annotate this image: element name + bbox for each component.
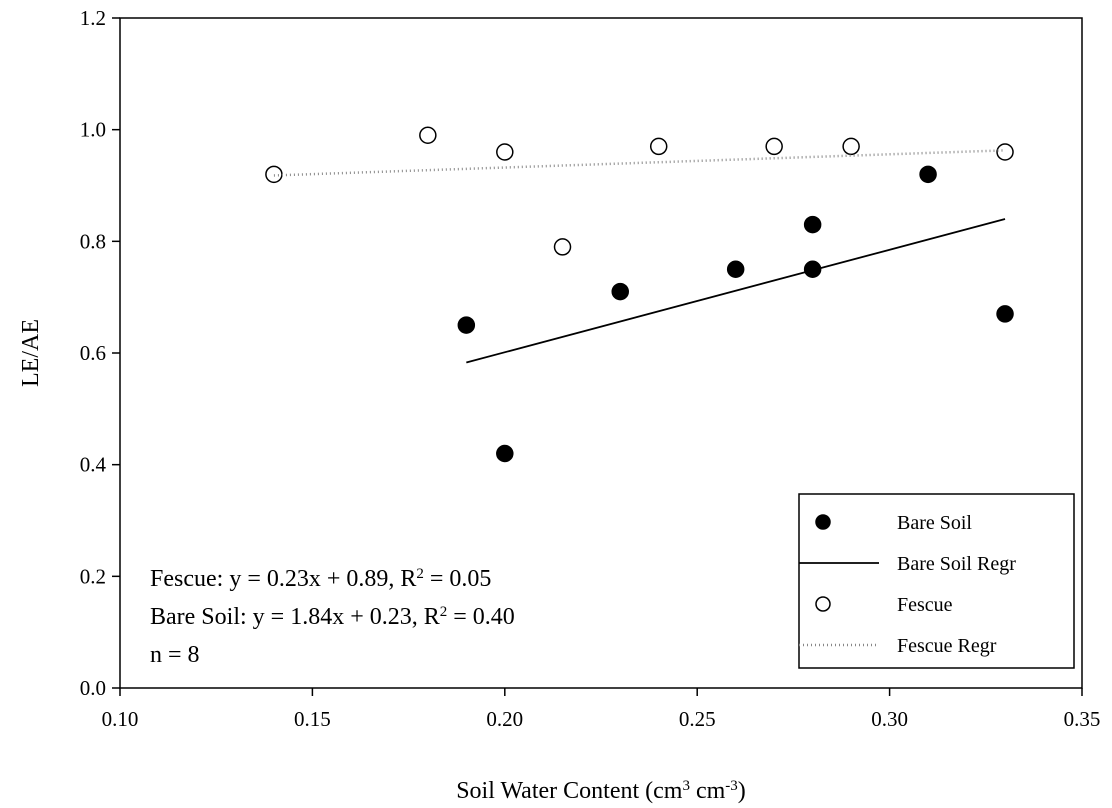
y-tick-label: 1.0 xyxy=(80,118,106,142)
y-tick-label: 0.4 xyxy=(80,453,107,477)
y-axis-label: LE/AE xyxy=(18,319,44,387)
legend-label: Bare Soil Regr xyxy=(897,553,1016,575)
annotation: n = 8 xyxy=(150,642,200,668)
regression-line xyxy=(273,149,1006,177)
x-axis-label: Soil Water Content (cm3 cm-3) xyxy=(456,778,746,804)
marker xyxy=(803,260,822,278)
text-part: Bare Soil: y = 1.84x + 0.23, R xyxy=(150,604,440,630)
text-part: Fescue: y = 0.23x + 0.89, R xyxy=(150,566,416,592)
legend-box xyxy=(798,493,1075,669)
superscript: 2 xyxy=(440,604,448,620)
text-part: ) xyxy=(738,778,746,804)
annotation: Bare Soil: y = 1.84x + 0.23, R2 = 0.40 xyxy=(150,604,515,630)
marker xyxy=(803,215,822,234)
x-tick-label: 0.25 xyxy=(679,707,716,731)
x-tick-label: 0.20 xyxy=(486,707,523,731)
y-tick-label: 1.2 xyxy=(80,6,106,30)
text-part: = 0.05 xyxy=(424,566,492,592)
x-tick-label: 0.35 xyxy=(1064,707,1101,731)
marker xyxy=(496,444,514,463)
text-part: cm xyxy=(690,778,726,804)
legend-label: Bare Soil xyxy=(897,512,972,534)
marker xyxy=(649,137,668,156)
y-tick-label: 0.8 xyxy=(80,229,106,253)
marker xyxy=(457,316,476,334)
text-part: Soil Water Content (cm xyxy=(456,778,683,804)
y-tick-label: 0.2 xyxy=(80,564,106,588)
marker xyxy=(919,165,937,184)
marker xyxy=(996,143,1014,161)
legend-label: Fescue xyxy=(897,594,953,616)
marker xyxy=(419,126,437,144)
superscript: 2 xyxy=(416,566,424,582)
marker xyxy=(996,305,1014,323)
y-tick-label: 0.0 xyxy=(80,676,106,700)
superscript: -3 xyxy=(725,778,738,794)
marker xyxy=(611,282,629,301)
text-part: = 0.40 xyxy=(447,604,515,630)
marker xyxy=(496,143,514,161)
marker xyxy=(842,137,860,156)
x-tick-label: 0.30 xyxy=(871,707,908,731)
y-tick-label: 0.6 xyxy=(80,341,106,365)
regression-line xyxy=(466,218,1006,364)
x-tick-label: 0.15 xyxy=(294,707,331,731)
legend-label: Fescue Regr xyxy=(897,635,997,657)
marker xyxy=(765,137,783,156)
marker xyxy=(553,238,572,256)
legend-marker xyxy=(815,596,831,612)
marker xyxy=(726,260,745,278)
annotation: Fescue: y = 0.23x + 0.89, R2 = 0.05 xyxy=(150,566,491,592)
superscript: 3 xyxy=(682,778,690,794)
text-part: n = 8 xyxy=(150,642,200,668)
legend-marker xyxy=(815,514,831,530)
x-tick-label: 0.10 xyxy=(102,707,139,731)
